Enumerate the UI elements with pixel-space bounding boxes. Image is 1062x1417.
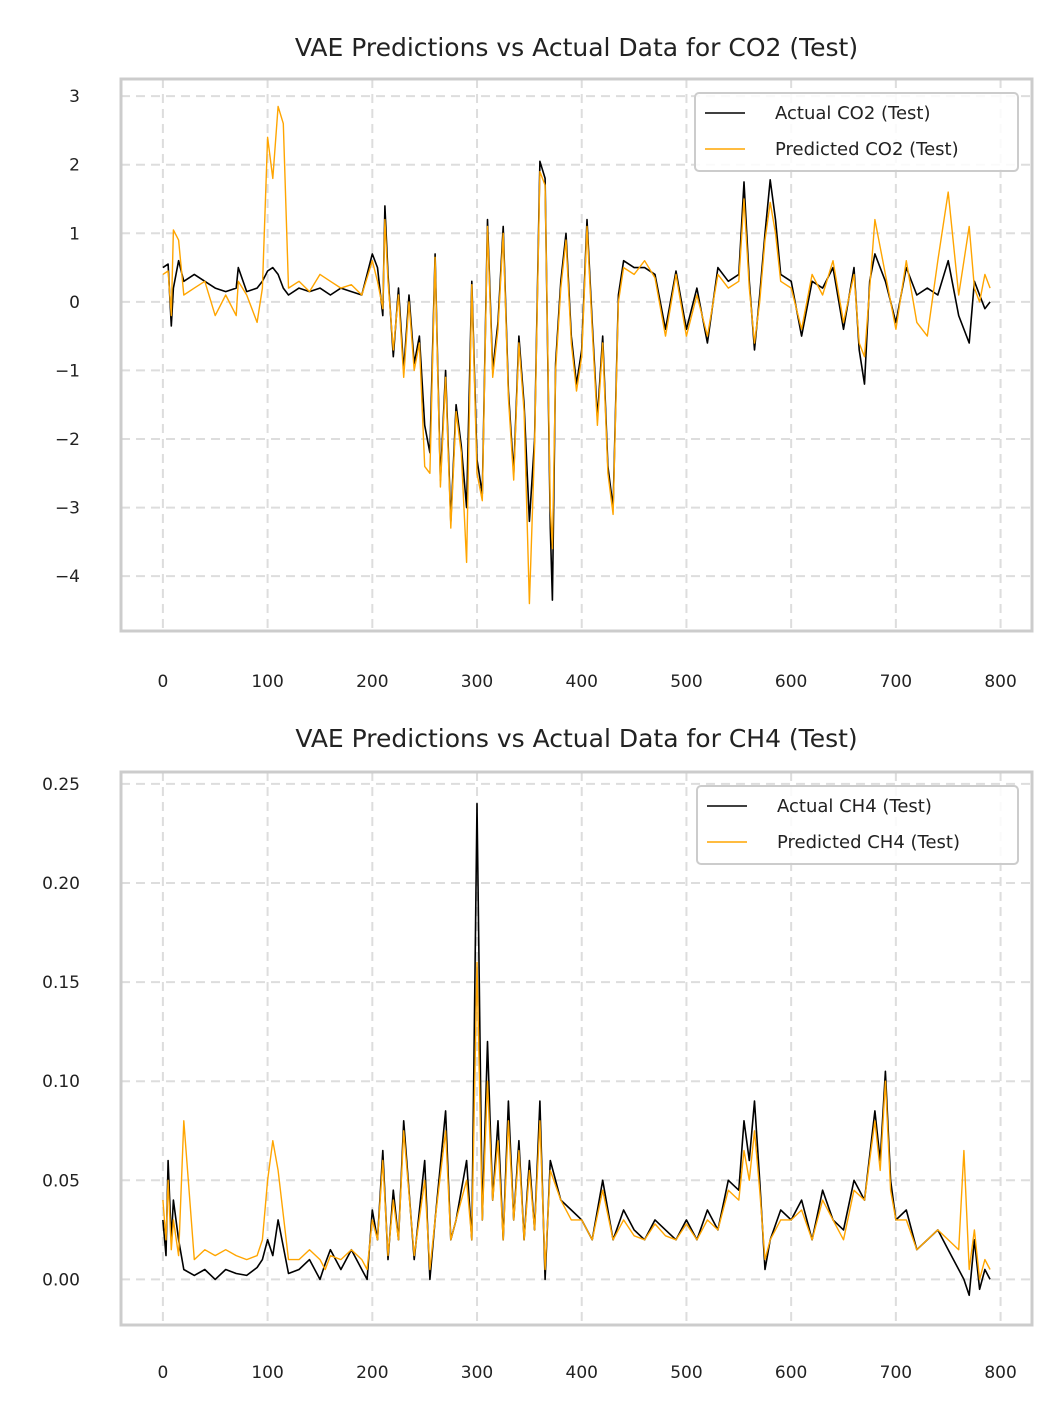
co2-y-tick-label: 0 — [69, 293, 80, 313]
ch4-y-tick-label: 0.00 — [42, 1270, 80, 1290]
co2-x-tick-label: 500 — [670, 672, 702, 692]
ch4-x-tick-label: 300 — [461, 1363, 493, 1383]
co2-chart-title: VAE Predictions vs Actual Data for CO2 (… — [295, 33, 858, 62]
co2-legend: Actual CO2 (Test) Predicted CO2 (Test) — [694, 92, 1019, 172]
ch4-x-tick-label: 0 — [157, 1363, 168, 1383]
ch4-x-tick-label: 400 — [566, 1363, 598, 1383]
ch4-x-tick-label: 700 — [880, 1363, 912, 1383]
ch4-y-tick-label: 0.20 — [42, 874, 80, 894]
ch4-y-tick-label: 0.10 — [42, 1072, 80, 1092]
co2-legend-label: Predicted CO2 (Test) — [775, 139, 959, 160]
ch4-plot-frame — [119, 770, 1034, 1327]
co2-predicted-series-line — [162, 105, 991, 605]
co2-y-tick-label: −4 — [55, 567, 80, 587]
co2-x-tick-label: 600 — [775, 672, 807, 692]
ch4-y-tick-label: 0.05 — [42, 1171, 80, 1191]
ch4-legend-box — [696, 785, 1019, 865]
ch4-y-tick-label: 0.25 — [42, 775, 80, 795]
ch4-legend: Actual CH4 (Test) Predicted CH4 (Test) — [696, 785, 1019, 865]
ch4-legend-label: Predicted CH4 (Test) — [777, 832, 960, 853]
ch4-x-tick-label: 800 — [984, 1363, 1016, 1383]
ch4-y-tick-label: 0.15 — [42, 973, 80, 993]
ch4-actual-series-line — [162, 802, 991, 1297]
ch4-x-tick-label: 100 — [251, 1363, 283, 1383]
co2-x-tick-label: 400 — [566, 672, 598, 692]
co2-y-tick-label: 3 — [69, 87, 80, 107]
ch4-legend-label: Actual CH4 (Test) — [777, 796, 932, 817]
co2-x-tick-label: 200 — [356, 672, 388, 692]
co2-chart-panel: VAE Predictions vs Actual Data for CO2 (… — [55, 33, 1034, 692]
co2-legend-label: Actual CO2 (Test) — [775, 103, 931, 124]
ch4-chart-title: VAE Predictions vs Actual Data for CH4 (… — [295, 724, 857, 753]
co2-y-tick-label: 2 — [69, 156, 80, 176]
ch4-x-tick-label: 500 — [670, 1363, 702, 1383]
co2-plot-frame — [119, 77, 1034, 633]
co2-x-tick-label: 100 — [251, 672, 283, 692]
co2-y-tick-label: 1 — [69, 224, 80, 244]
ch4-predicted-series-line — [162, 961, 991, 1281]
co2-actual-series-line — [162, 160, 991, 601]
co2-x-tick-label: 800 — [984, 672, 1016, 692]
co2-y-tick-label: −1 — [55, 361, 80, 381]
co2-legend-box — [694, 92, 1019, 172]
ch4-x-tick-label: 200 — [356, 1363, 388, 1383]
ch4-chart-panel: VAE Predictions vs Actual Data for CH4 (… — [42, 724, 1034, 1383]
ch4-x-tick-label: 600 — [775, 1363, 807, 1383]
co2-x-tick-label: 0 — [157, 672, 168, 692]
co2-x-tick-label: 300 — [461, 672, 493, 692]
co2-y-tick-label: −3 — [55, 499, 80, 519]
co2-y-tick-label: −2 — [55, 430, 80, 450]
co2-x-tick-label: 700 — [880, 672, 912, 692]
